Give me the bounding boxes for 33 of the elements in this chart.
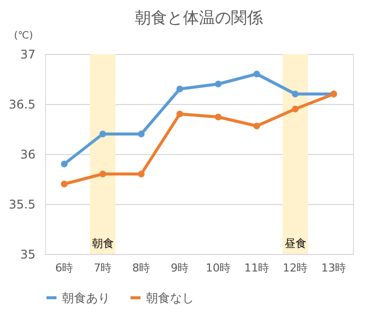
point xyxy=(176,110,184,118)
x-tick-label: 8時 xyxy=(132,262,150,274)
point xyxy=(138,170,145,178)
point xyxy=(292,106,299,112)
point xyxy=(176,86,184,92)
point xyxy=(60,180,68,188)
point xyxy=(60,160,68,168)
point xyxy=(138,130,145,138)
band-label: 朝食 xyxy=(92,237,114,250)
x-tick-label: 13時 xyxy=(321,262,346,274)
point xyxy=(99,170,106,178)
y-tick-label: 36 xyxy=(20,148,36,162)
legend-label: 朝食なし xyxy=(146,290,194,305)
point xyxy=(292,90,299,98)
y-tick-label: 36.5 xyxy=(8,98,36,112)
x-tick-label: 6時 xyxy=(55,262,74,274)
x-tick-label: 10時 xyxy=(206,262,231,274)
x-tick-label: 12時 xyxy=(282,262,308,274)
point xyxy=(253,122,260,130)
x-tick-label: 7時 xyxy=(94,262,112,274)
point xyxy=(214,80,222,88)
point xyxy=(214,114,222,120)
y-tick-label: 35 xyxy=(20,248,36,262)
point xyxy=(253,70,260,78)
band-label: 昼食 xyxy=(284,237,306,250)
y-tick-label: 35.5 xyxy=(8,198,36,212)
point xyxy=(99,130,106,138)
x-tick-label: 11時 xyxy=(244,262,270,274)
y-tick-label: 37 xyxy=(20,48,36,62)
x-tick-label: 9時 xyxy=(170,262,189,274)
chart-title: 朝食と体温の関係 xyxy=(135,8,263,27)
legend-label: 朝食あり xyxy=(62,290,110,305)
y-axis-title: (℃) xyxy=(14,30,34,42)
